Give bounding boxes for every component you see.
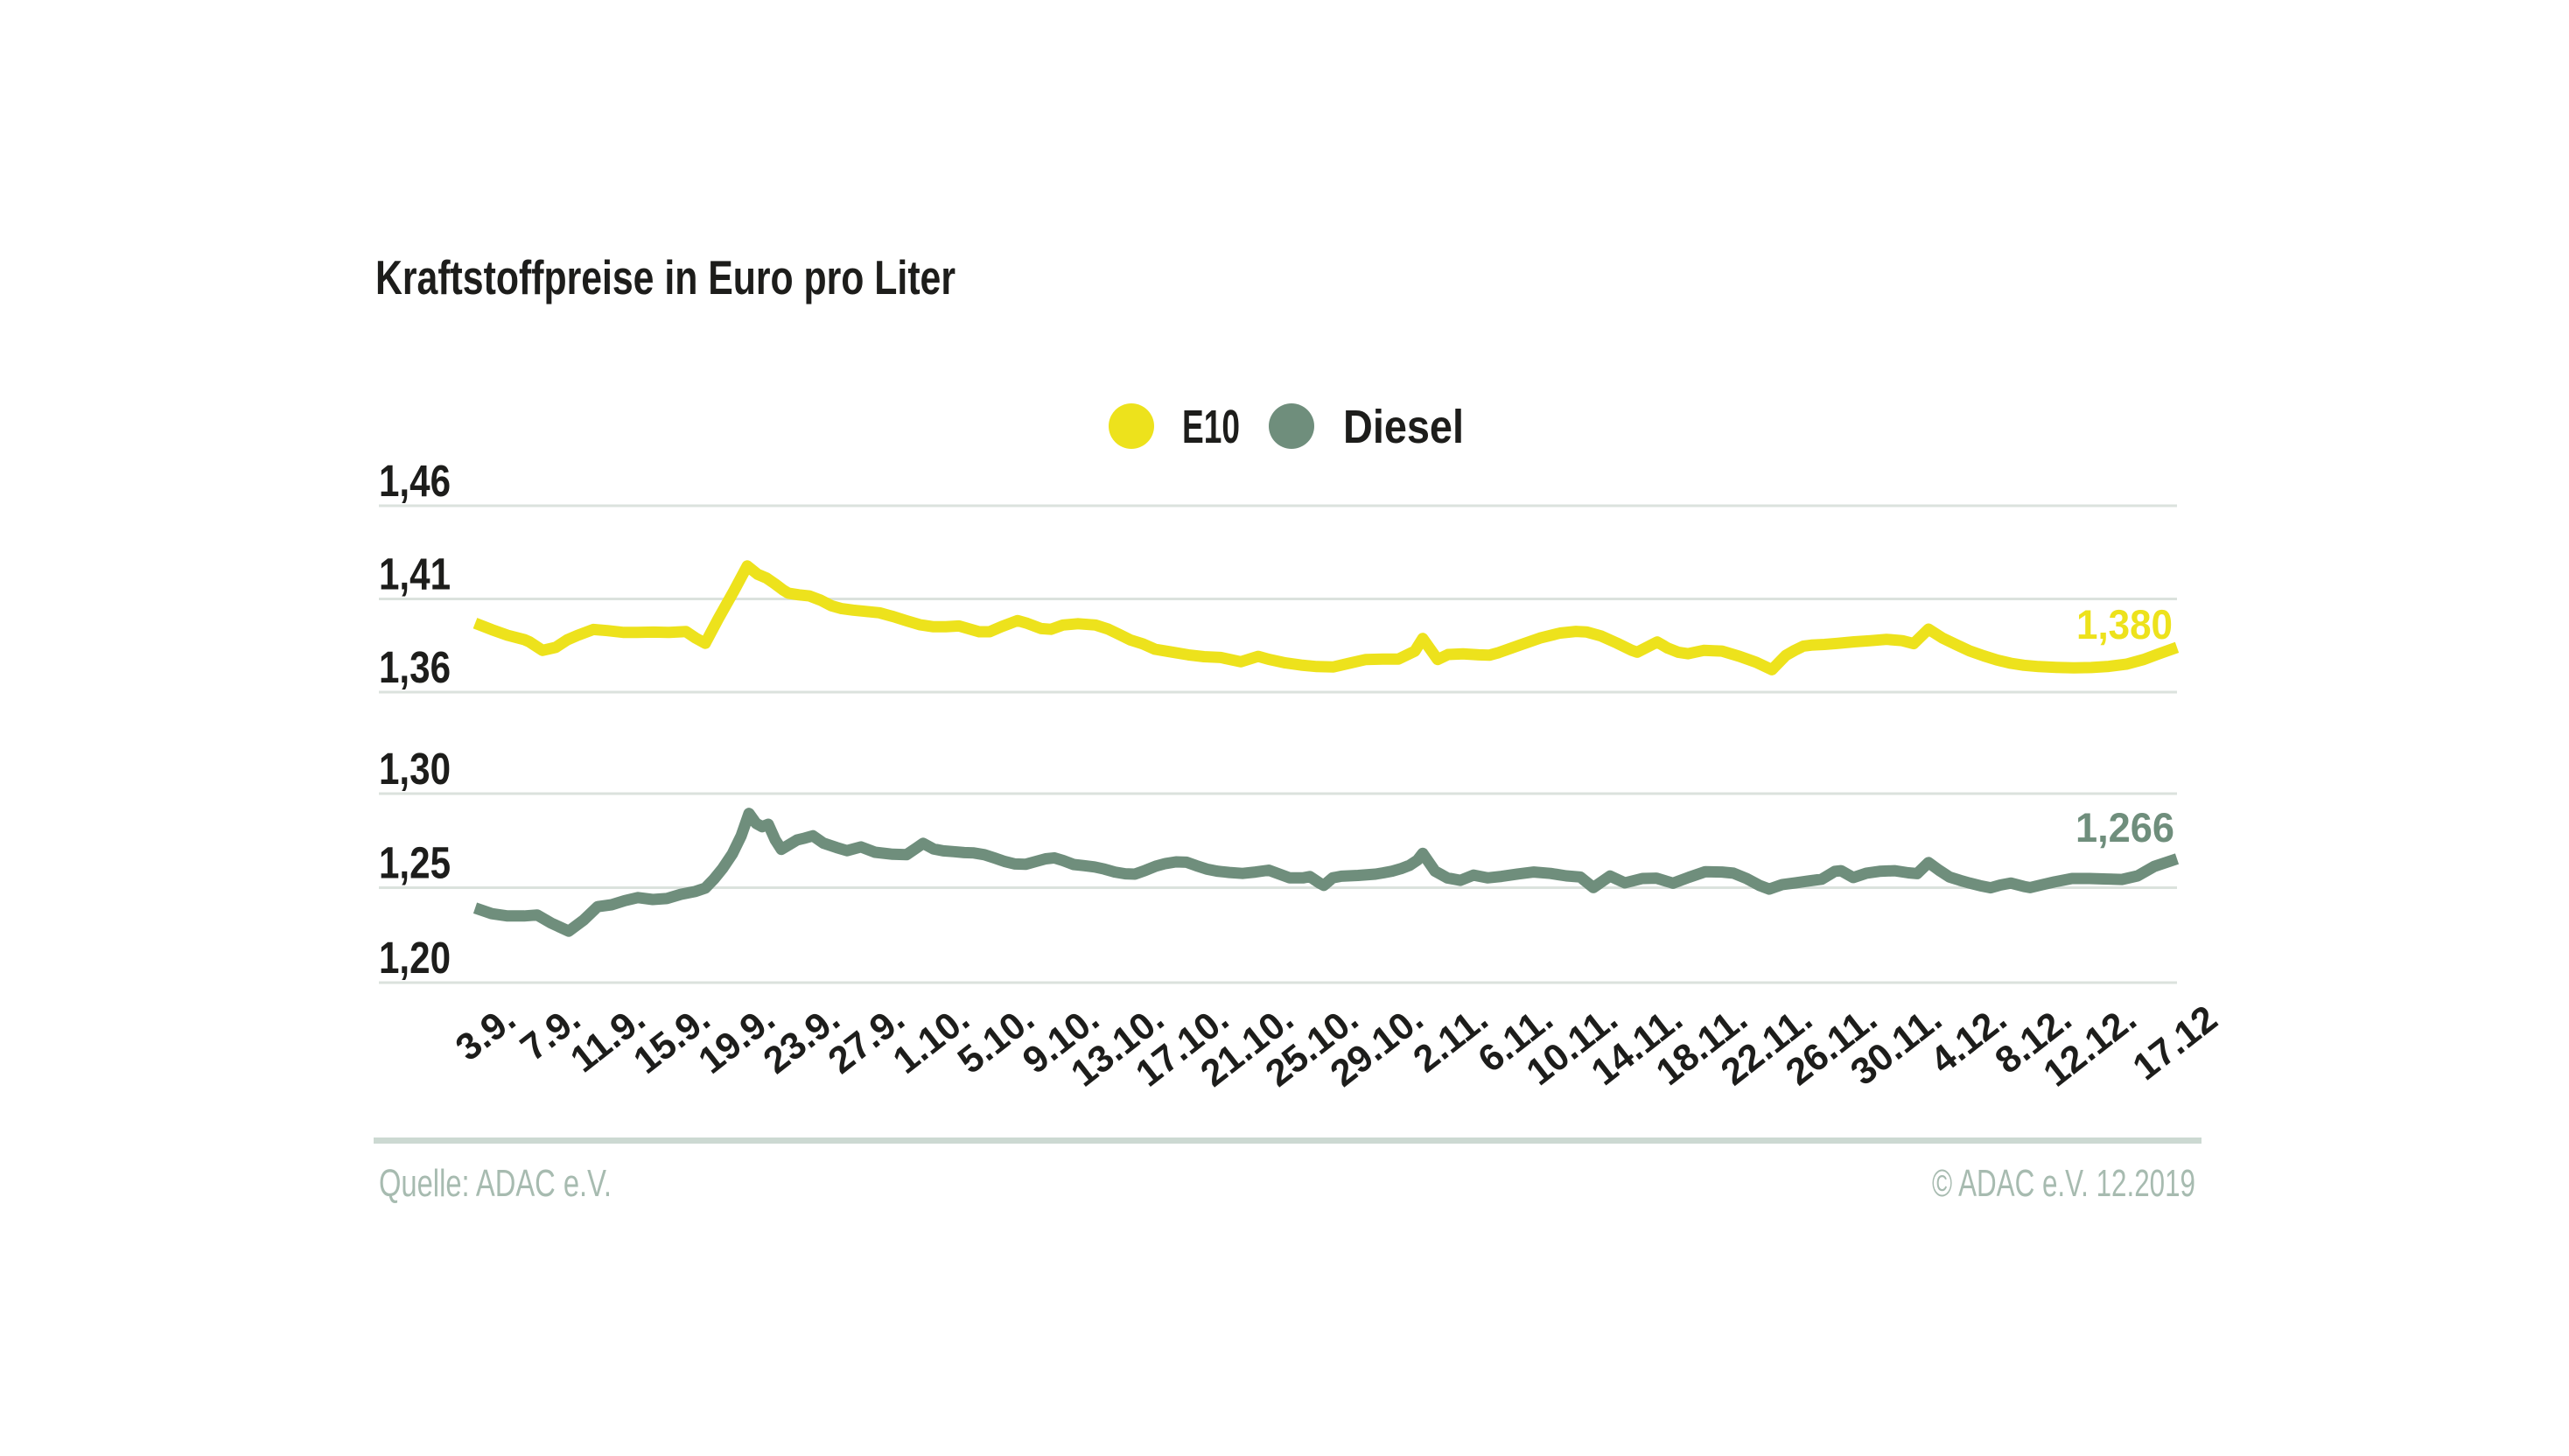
svg-text:1,46: 1,46: [379, 456, 451, 506]
svg-text:1,25: 1,25: [379, 838, 451, 888]
svg-text:Quelle: ADAC e.V.: Quelle: ADAC e.V.: [379, 1162, 612, 1205]
svg-text:1,30: 1,30: [379, 744, 451, 794]
svg-text:1,266: 1,266: [2076, 804, 2174, 850]
svg-text:© ADAC e.V. 12.2019: © ADAC e.V. 12.2019: [1932, 1162, 2195, 1205]
svg-text:1,41: 1,41: [379, 550, 451, 599]
svg-text:1,380: 1,380: [2076, 601, 2173, 648]
svg-text:E10: E10: [1182, 401, 1240, 453]
svg-text:1,20: 1,20: [379, 933, 451, 983]
svg-text:Kraftstoffpreise in Euro pro L: Kraftstoffpreise in Euro pro Liter: [375, 250, 956, 304]
svg-text:1,36: 1,36: [379, 642, 451, 692]
svg-text:Diesel: Diesel: [1343, 401, 1464, 453]
